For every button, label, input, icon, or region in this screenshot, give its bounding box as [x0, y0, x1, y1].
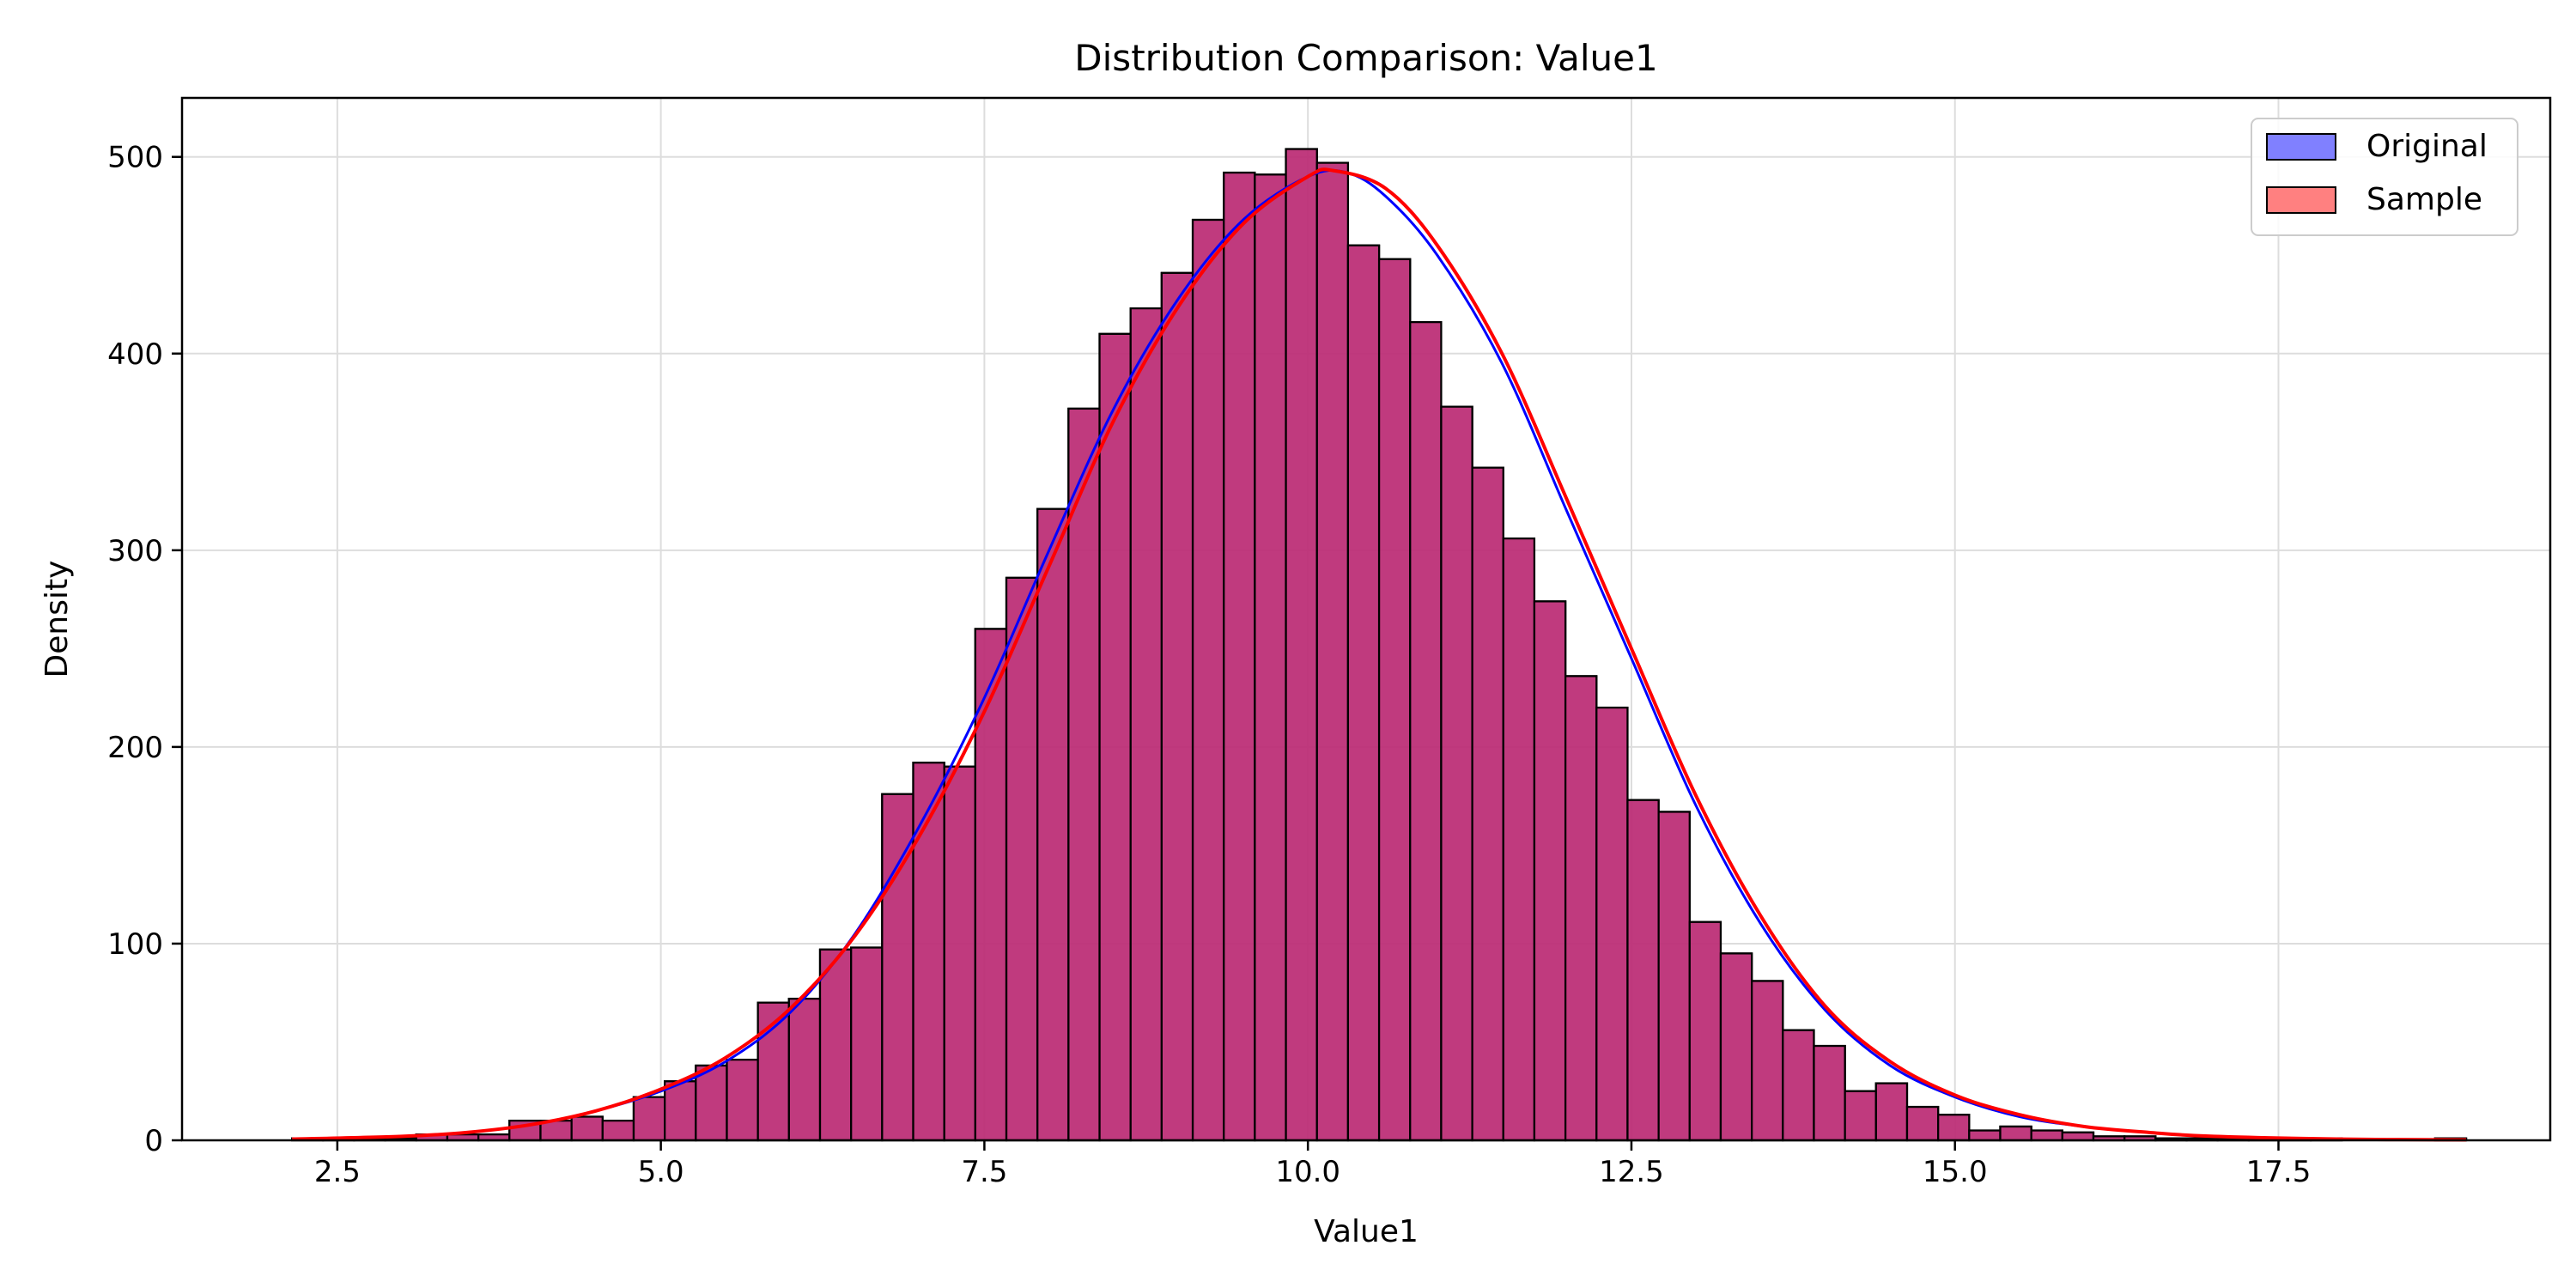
- plot-frame: [180, 96, 2552, 1142]
- bar-overlay-9: [570, 1115, 604, 1142]
- bar-overlay-45: [1688, 920, 1722, 1142]
- histogram-bars: [291, 148, 2468, 1142]
- bar-overlay-22: [974, 628, 1008, 1142]
- bar-overlay-53: [1937, 1114, 1971, 1142]
- x-tick-label-3: 10.0: [1275, 1155, 1340, 1189]
- bar-overlay-14: [726, 1058, 759, 1142]
- y-tick-label-1: 100: [107, 927, 163, 962]
- y-tick-label-2: 200: [107, 731, 163, 765]
- y-tick-label-3: 300: [107, 534, 163, 568]
- bar-overlay-40: [1533, 600, 1567, 1142]
- bar-overlay-33: [1315, 161, 1350, 1142]
- bar-overlay-27: [1129, 307, 1163, 1142]
- y-tick-label-5: 500: [107, 141, 163, 175]
- bar-overlay-28: [1160, 271, 1194, 1142]
- bar-overlay-42: [1595, 706, 1629, 1142]
- bar-overlay-11: [632, 1096, 666, 1142]
- legend: Original Sample: [2251, 118, 2518, 236]
- bar-overlay-13: [695, 1064, 728, 1142]
- bar-overlay-52: [1905, 1105, 1940, 1142]
- bar-overlay-17: [818, 948, 853, 1142]
- legend-swatch-original: [2266, 133, 2336, 161]
- x-axis-ticks: 2.5 5.0 7.5 10.0 12.5 15.0 17.5: [314, 1140, 2312, 1189]
- bar-overlay-57: [2061, 1131, 2095, 1142]
- bar-overlay-12: [664, 1080, 697, 1142]
- chart-title: Distribution Comparison: Value1: [1074, 37, 1657, 79]
- kde-line-sample: [292, 167, 2467, 1142]
- x-tick-label-2: 7.5: [961, 1155, 1007, 1189]
- bar-overlay-36: [1409, 321, 1443, 1142]
- bar-overlay-50: [1844, 1090, 1877, 1142]
- bar-overlay-23: [1005, 576, 1039, 1142]
- x-tick-label-1: 5.0: [638, 1155, 684, 1189]
- kde-curves: [292, 167, 2467, 1142]
- bar-overlay-29: [1191, 218, 1225, 1142]
- bar-overlay-51: [1874, 1082, 1909, 1142]
- y-tick-label-0: 0: [144, 1124, 163, 1158]
- bar-overlay-31: [1254, 173, 1287, 1142]
- bar-overlay-39: [1502, 537, 1536, 1142]
- bar-overlay-25: [1067, 407, 1101, 1142]
- bar-overlay-19: [881, 793, 914, 1142]
- x-tick-label-6: 17.5: [2246, 1155, 2312, 1189]
- bar-overlay-24: [1036, 507, 1070, 1142]
- legend-label-original: Original: [2366, 129, 2488, 164]
- bar-overlay-16: [787, 997, 822, 1142]
- y-tick-label-4: 400: [107, 337, 163, 372]
- legend-label-sample: Sample: [2366, 182, 2482, 217]
- x-axis-label: Value1: [1314, 1214, 1419, 1249]
- y-axis-label: Density: [39, 561, 75, 678]
- x-tick-label-4: 12.5: [1599, 1155, 1664, 1189]
- bar-overlay-55: [1999, 1125, 2032, 1142]
- bar-overlay-37: [1440, 405, 1473, 1142]
- y-axis-ticks: 0 100 200 300 400 500: [107, 141, 182, 1158]
- x-tick-label-5: 15.0: [1923, 1155, 1988, 1189]
- bar-overlay-10: [601, 1119, 635, 1142]
- bar-overlay-38: [1471, 466, 1504, 1142]
- bar-overlay-44: [1657, 811, 1691, 1142]
- bar-overlay-56: [2030, 1129, 2063, 1142]
- bar-overlay-32: [1285, 148, 1318, 1142]
- bar-overlay-34: [1346, 244, 1381, 1142]
- bar-overlay-43: [1626, 799, 1660, 1142]
- bar-overlay-35: [1377, 258, 1412, 1142]
- x-tick-label-0: 2.5: [314, 1155, 361, 1189]
- bar-overlay-46: [1719, 952, 1753, 1142]
- bar-overlay-47: [1751, 980, 1784, 1142]
- bar-overlay-30: [1223, 171, 1256, 1142]
- bar-overlay-54: [1968, 1129, 2002, 1142]
- legend-swatch-sample: [2266, 186, 2336, 214]
- bar-overlay-26: [1098, 332, 1132, 1142]
- bar-overlay-41: [1564, 675, 1598, 1142]
- bar-overlay-18: [850, 946, 884, 1142]
- bar-overlay-48: [1782, 1029, 1815, 1142]
- bar-overlay-21: [943, 765, 976, 1142]
- bar-overlay-49: [1813, 1044, 1846, 1142]
